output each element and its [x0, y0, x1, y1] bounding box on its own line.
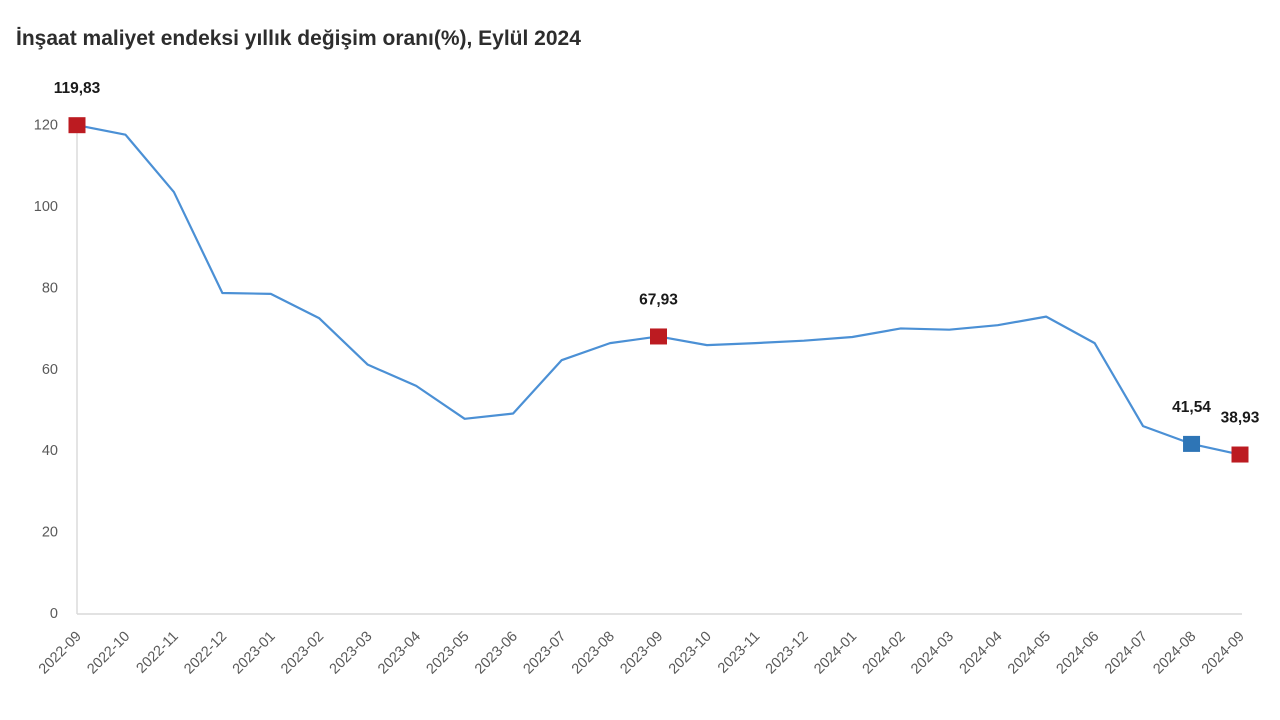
x-tick-label: 2024-02 — [860, 629, 909, 678]
x-tick-label: 2023-01 — [230, 629, 279, 678]
data-label: 67,93 — [639, 291, 678, 308]
y-tick-label: 40 — [42, 443, 58, 459]
x-tick-label: 2024-03 — [908, 629, 957, 678]
data-marker — [1231, 446, 1249, 463]
y-tick-label: 0 — [50, 606, 58, 622]
x-tick-label: 2023-08 — [569, 629, 618, 678]
x-tick-label: 2023-12 — [763, 629, 812, 678]
x-tick-label: 2023-07 — [520, 629, 569, 678]
data-marker — [650, 328, 667, 345]
x-tick-label: 2024-09 — [1199, 629, 1248, 678]
data-label: 41,54 — [1172, 399, 1211, 416]
x-tick-label: 2024-06 — [1054, 629, 1103, 678]
y-tick-label: 120 — [34, 118, 58, 134]
x-tick-label: 2023-05 — [424, 629, 473, 678]
y-tick-label: 60 — [42, 362, 58, 378]
x-tick-label: 2024-04 — [957, 629, 1006, 678]
y-tick-label: 100 — [34, 199, 58, 215]
x-tick-label: 2022-09 — [36, 629, 85, 678]
x-tick-label: 2023-09 — [617, 629, 666, 678]
y-tick-label: 20 — [42, 525, 58, 541]
x-tick-label: 2022-10 — [84, 629, 133, 678]
x-tick-label: 2022-12 — [181, 629, 230, 678]
x-tick-label: 2024-01 — [811, 629, 860, 678]
x-tick-label: 2024-05 — [1005, 629, 1054, 678]
data-marker — [68, 117, 86, 134]
y-tick-label: 80 — [42, 280, 58, 296]
series-line — [75, 124, 1242, 456]
x-tick-label: 2023-10 — [666, 629, 715, 678]
x-tick-label: 2023-02 — [278, 629, 327, 678]
x-tick-label: 2024-08 — [1150, 629, 1199, 678]
data-label: 119,83 — [54, 80, 101, 97]
x-tick-label: 2024-07 — [1102, 629, 1151, 678]
data-label: 38,93 — [1221, 410, 1260, 427]
data-marker — [1183, 435, 1201, 452]
x-tick-label: 2023-03 — [327, 629, 376, 678]
x-tick-label: 2023-06 — [472, 629, 521, 678]
chart-title: İnşaat maliyet endeksi yıllık değişim or… — [16, 27, 581, 50]
x-tick-label: 2023-11 — [715, 629, 763, 677]
x-tick-label: 2023-04 — [375, 629, 424, 678]
x-tick-label: 2022-11 — [134, 629, 182, 677]
